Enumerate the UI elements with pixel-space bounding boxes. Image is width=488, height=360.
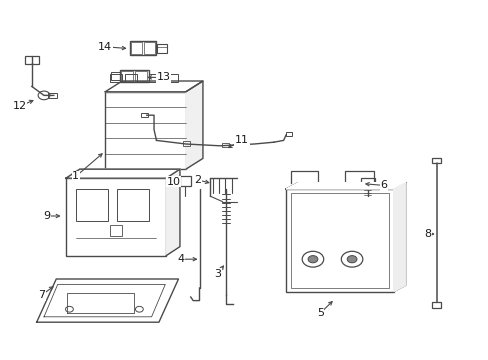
Bar [76, 189, 107, 221]
Polygon shape [166, 169, 180, 256]
Text: 8: 8 [424, 229, 430, 239]
Bar [166, 74, 178, 82]
Bar [143, 42, 155, 54]
Bar [66, 178, 166, 256]
Text: 10: 10 [166, 177, 180, 187]
Bar [141, 113, 148, 117]
Bar [121, 71, 133, 81]
Bar [117, 189, 149, 221]
Text: 3: 3 [214, 269, 221, 279]
Polygon shape [105, 81, 203, 92]
Bar [157, 44, 167, 53]
Text: 9: 9 [43, 211, 50, 221]
Bar [110, 74, 122, 82]
Bar [131, 42, 142, 54]
Circle shape [307, 256, 317, 263]
Bar [120, 70, 149, 82]
Bar [183, 141, 189, 146]
Bar [290, 193, 388, 288]
Text: 12: 12 [13, 101, 26, 111]
Bar [431, 158, 440, 163]
Bar [105, 92, 185, 169]
Bar [111, 72, 120, 80]
Polygon shape [285, 183, 405, 189]
Circle shape [346, 256, 356, 263]
Bar [222, 143, 228, 147]
Text: 14: 14 [98, 42, 112, 52]
Text: 5: 5 [316, 308, 323, 318]
Bar [124, 74, 137, 82]
Text: 2: 2 [194, 175, 201, 185]
Bar [431, 302, 440, 308]
Bar [25, 56, 39, 64]
Bar [149, 74, 161, 82]
Text: 7: 7 [38, 290, 45, 300]
Polygon shape [393, 183, 405, 292]
Polygon shape [66, 169, 180, 178]
Text: 1: 1 [72, 171, 79, 181]
Bar [48, 93, 57, 98]
Polygon shape [185, 81, 203, 169]
Bar [110, 225, 122, 236]
Bar [285, 132, 291, 136]
Bar [129, 41, 156, 55]
Bar [135, 71, 147, 81]
Text: 4: 4 [177, 254, 184, 264]
Bar [285, 189, 393, 292]
Text: 6: 6 [380, 180, 386, 190]
Bar [180, 176, 190, 186]
Text: 11: 11 [235, 135, 248, 145]
Text: 13: 13 [157, 72, 170, 82]
Bar [360, 178, 374, 186]
